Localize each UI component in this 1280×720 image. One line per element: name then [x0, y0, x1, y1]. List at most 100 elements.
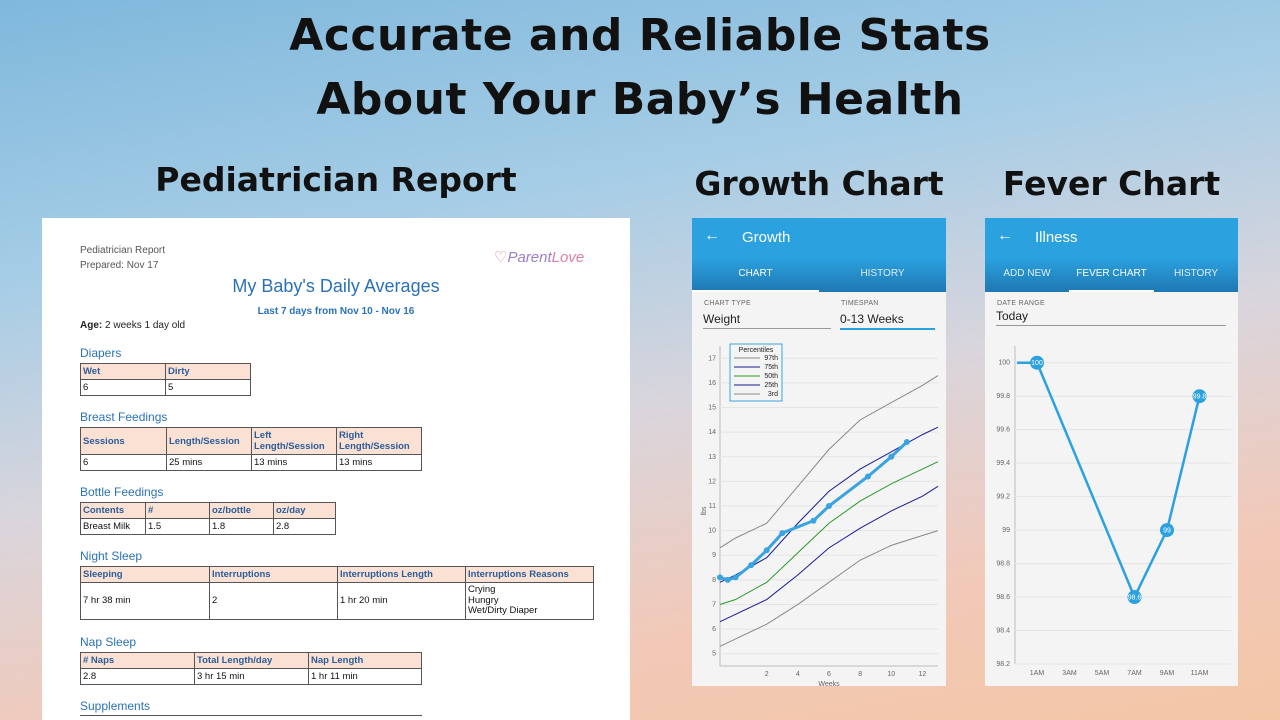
table-header: Contents: [80, 502, 146, 519]
tab-history[interactable]: HISTORY: [860, 268, 905, 279]
percentile-line-3rd: [719, 530, 939, 647]
baby-weight-line: [719, 440, 908, 582]
fever-tabs: ADD NEW FEVER CHART HISTORY: [985, 258, 1238, 292]
table-cell: 7 hr 38 min: [80, 582, 210, 620]
x-tick-label: 7AM: [1127, 670, 1142, 677]
temperature-point: [1192, 389, 1207, 404]
table-header: Nap Length: [308, 652, 422, 669]
growth-chart: 5 6 7 8 9 10 11 12 13 14 15 16 17 2 4 6 8 10 12 Weeks lbs Per…: [701, 343, 939, 686]
table-cell: 1.8: [209, 518, 274, 535]
y-tick-label: 100: [998, 360, 1010, 367]
logo-part2: Love: [551, 249, 585, 266]
temperature-label: 99.8: [1193, 394, 1207, 401]
baby-weight-point: [903, 439, 910, 445]
date-range-label: DATE RANGE: [997, 300, 1045, 307]
temperature-label: 100: [1031, 360, 1043, 367]
tab-add-new[interactable]: ADD NEW: [1003, 268, 1051, 279]
growth-tabs: CHART HISTORY: [692, 258, 946, 292]
percentile-line-25th: [719, 485, 939, 623]
fever-app-bar: ← Illness: [985, 218, 1238, 258]
y-tick-label: 13: [708, 454, 716, 461]
y-tick-label: 98.4: [996, 628, 1010, 635]
table-cell: 2.8: [80, 668, 195, 685]
percentile-line-97th: [719, 375, 939, 549]
table-cell: 2.8: [273, 518, 336, 535]
legend-box: [729, 343, 783, 402]
bottle-table: Contents # oz/bottle oz/day Breast Milk 1.5 1…: [80, 502, 336, 535]
pediatrician-report: Pediatrician Report Prepared: Nov 17 ♡Pa…: [42, 218, 630, 720]
nap-heading: Nap Sleep: [80, 635, 137, 649]
table-cell: 5: [165, 379, 251, 396]
y-tick-label: 16: [708, 380, 716, 387]
y-tick-label: 99.4: [996, 460, 1010, 467]
y-tick-label: 14: [708, 429, 716, 436]
x-tick-label: 10: [887, 671, 895, 678]
y-tick-label: 10: [708, 528, 716, 535]
nap-table: # Naps Total Length/day Nap Length 2.8 3 hr…: [80, 652, 422, 685]
headline-line-1: Accurate and Reliable Stats: [289, 10, 991, 61]
report-prepared-date: Prepared: Nov 17: [80, 260, 159, 271]
arrow-left-icon[interactable]: ←: [997, 227, 1013, 244]
fever-title: Illness: [1035, 229, 1078, 246]
growth-app-bar: ← Growth: [692, 218, 946, 258]
x-tick-label: 5AM: [1095, 670, 1110, 677]
table-cell: 1 hr 20 min: [337, 582, 466, 620]
x-tick-label: 3AM: [1062, 670, 1077, 677]
timespan-select[interactable]: 0-13 Weeks: [840, 312, 935, 330]
y-tick-label: 98.6: [996, 594, 1010, 601]
age-label: Age:: [80, 320, 103, 331]
date-range-select[interactable]: Today: [996, 309, 1226, 326]
table-header: Dirty: [165, 363, 251, 380]
temperature-point: [1030, 355, 1044, 370]
table-header: Sleeping: [80, 566, 210, 583]
tab-history[interactable]: HISTORY: [1173, 268, 1219, 279]
legend-entry: 75th: [764, 364, 778, 371]
tab-chart[interactable]: CHART: [692, 258, 819, 292]
temperature-line: [1017, 361, 1201, 601]
bottle-heading: Bottle Feedings: [80, 485, 164, 499]
table-cell: 1.5: [145, 518, 210, 535]
baby-weight-point: [810, 517, 817, 524]
tab-fever-chart[interactable]: FEVER CHART: [1069, 258, 1154, 292]
x-tick-label: 12: [919, 671, 927, 678]
report-subtitle: Last 7 days from Nov 10 - Nov 16: [257, 306, 415, 317]
timespan-label: TIMESPAN: [841, 300, 879, 307]
supplements-table-edge: [80, 715, 422, 716]
y-tick-label: 17: [708, 355, 716, 362]
table-header: Left Length/Session: [251, 427, 337, 455]
y-tick-label: 15: [708, 405, 716, 412]
x-tick-label: 9AM: [1160, 670, 1175, 677]
parentlove-logo: ♡ParentLove: [494, 248, 584, 266]
table-cell: 25 mins: [166, 454, 252, 471]
percentile-line-50th: [719, 461, 939, 605]
y-tick-label: 99.8: [996, 393, 1010, 400]
y-tick-label: 7: [712, 601, 716, 608]
table-cell: 3 hr 15 min: [194, 668, 309, 685]
table-cell: 6: [80, 454, 167, 471]
report-title: My Baby's Daily Averages: [232, 276, 440, 296]
y-tick-label: 5: [712, 651, 716, 658]
x-tick-label: 8: [858, 671, 862, 678]
arrow-left-icon[interactable]: ←: [704, 227, 720, 244]
y-tick-label: 98.2: [996, 661, 1010, 668]
night-heading: Night Sleep: [80, 549, 143, 563]
x-tick-label: 6: [827, 671, 831, 678]
breast-heading: Breast Feedings: [80, 410, 168, 424]
growth-screen: ← Growth CHART HISTORY CHART TYPE Weight…: [692, 218, 946, 686]
table-cell: 13 mins: [336, 454, 422, 471]
baby-weight-point: [888, 453, 895, 460]
chart-type-label: CHART TYPE: [704, 300, 751, 307]
baby-weight-point: [717, 574, 723, 581]
table-header: Right Length/Session: [336, 427, 422, 455]
table-header: Interruptions Length: [337, 566, 466, 583]
legend-entry: 3rd: [768, 391, 778, 398]
table-header: # Naps: [80, 652, 195, 669]
y-tick-label: 9: [712, 552, 716, 559]
table-header: Length/Session: [166, 427, 252, 455]
age-line: Age: 2 weeks 1 day old: [80, 320, 185, 331]
baby-weight-point: [826, 503, 832, 509]
chart-type-select[interactable]: Weight: [703, 312, 831, 329]
baby-weight-point: [724, 576, 731, 583]
night-table: Sleeping Interruptions Interruptions Lengt…: [80, 566, 594, 620]
